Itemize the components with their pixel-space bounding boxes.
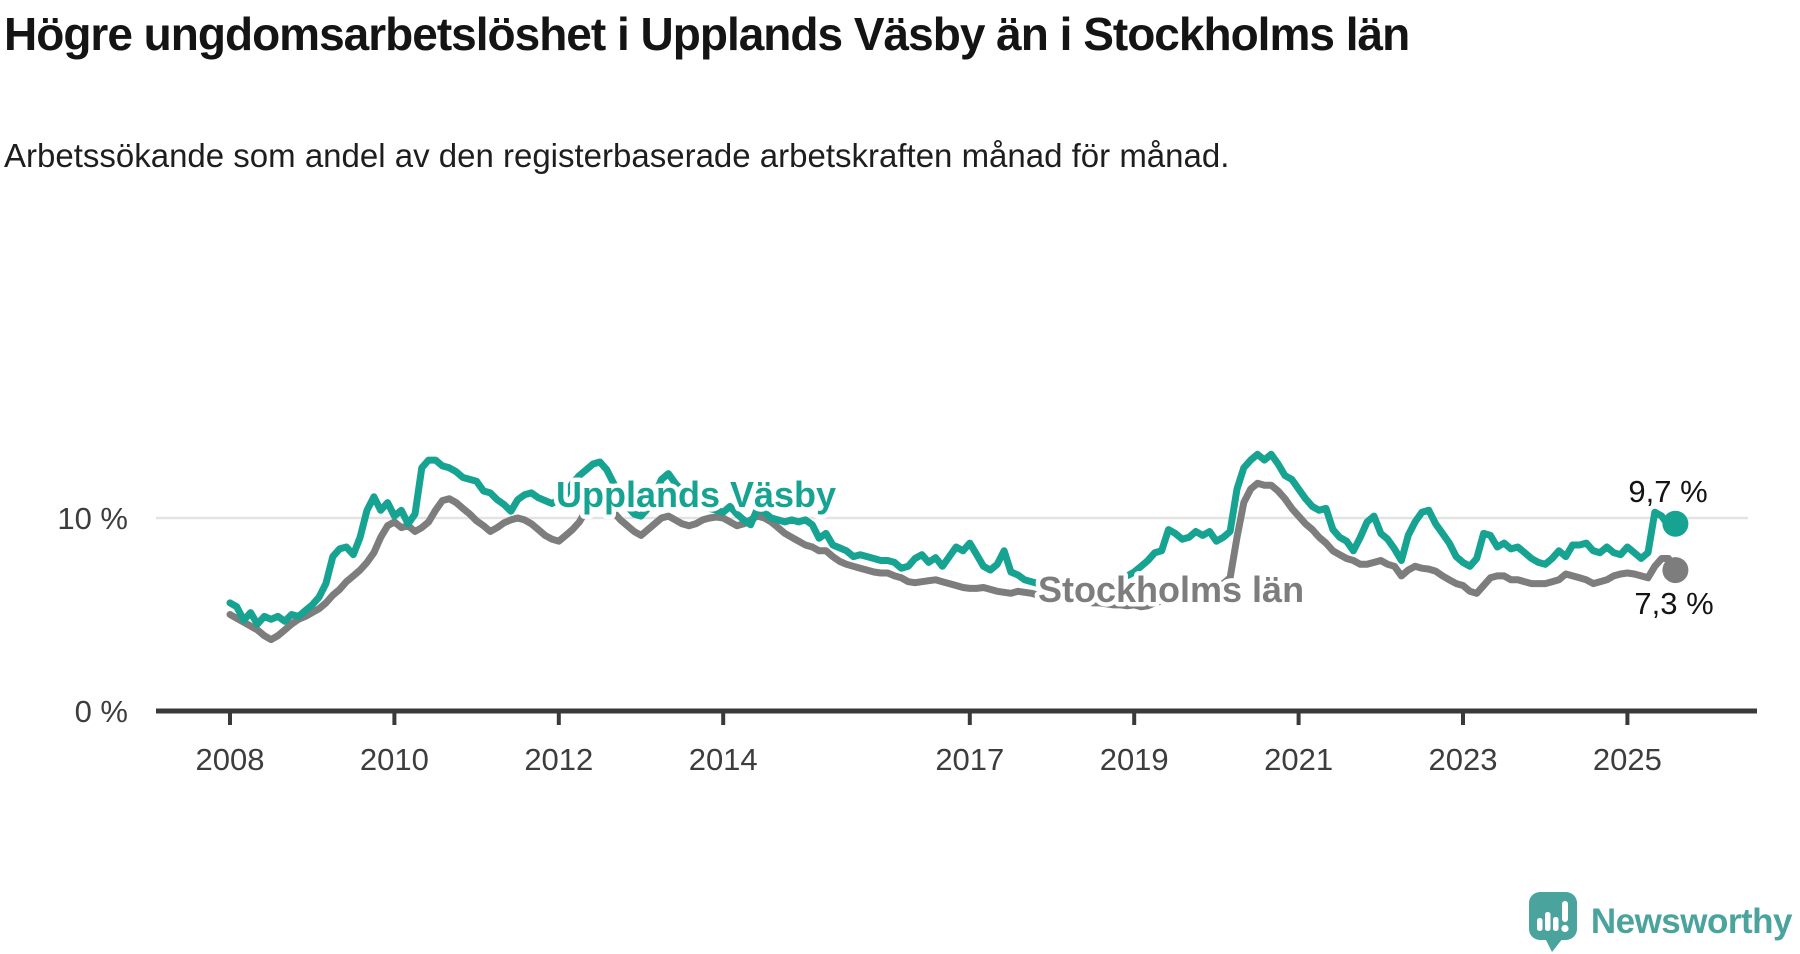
- end-value-label-stockholms-lan: 7,3 %: [1634, 586, 1713, 621]
- page: { "header": { "title": "Högre ungdomsarb…: [0, 6, 1800, 954]
- series-label-upplands-vasby: Upplands Väsby: [556, 474, 836, 515]
- newsworthy-logo-text: Newsworthy: [1590, 902, 1793, 941]
- end-value-label-upplands-vasby: 9,7 %: [1628, 474, 1707, 509]
- x-tick-label-2025: 2025: [1593, 742, 1662, 777]
- x-tick-label-2008: 2008: [196, 742, 265, 777]
- page-title: Högre ungdomsarbetslöshet i Upplands Väs…: [4, 8, 1410, 60]
- x-tick-label-2023: 2023: [1429, 742, 1498, 777]
- newsworthy-logo-icon: [1528, 892, 1577, 952]
- y-tick-label-10: 10 %: [57, 501, 128, 536]
- x-axis-labels: 2008 2010 2012 2014 2017 2019 2021 2023 2025: [196, 711, 1662, 777]
- x-tick-label-2021: 2021: [1264, 742, 1333, 777]
- x-tick-label-2014: 2014: [689, 742, 758, 777]
- end-dot-upplands-vasby: [1662, 510, 1689, 537]
- series-label-stockholms-lan: Stockholms län: [1038, 569, 1304, 610]
- end-dot-stockholms-lan: [1662, 557, 1689, 584]
- x-tick-label-2012: 2012: [524, 742, 593, 777]
- x-tick-label-2010: 2010: [360, 742, 429, 777]
- series-line-upplands-vasby: [226, 450, 1679, 628]
- y-tick-label-0: 0 %: [75, 694, 128, 729]
- x-tick-label-2019: 2019: [1100, 742, 1169, 777]
- unemployment-chart: 10 % 0 % 2008 2010 2012 2014 2017 2019 2021 202…: [57, 450, 1757, 777]
- page-subtitle: Arbetssökande som andel av den registerb…: [4, 137, 1230, 175]
- newsworthy-logo: Newsworthy: [1528, 892, 1793, 952]
- series-line-stockholms-lan: [226, 479, 1679, 644]
- x-tick-label-2017: 2017: [935, 742, 1004, 777]
